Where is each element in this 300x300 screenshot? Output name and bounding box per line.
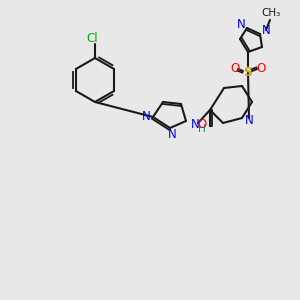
Text: N: N bbox=[237, 17, 245, 31]
Text: H: H bbox=[198, 124, 206, 134]
Text: S: S bbox=[244, 65, 253, 79]
Text: O: O bbox=[256, 62, 266, 76]
Text: N: N bbox=[262, 23, 270, 37]
Text: O: O bbox=[197, 118, 207, 131]
Text: N: N bbox=[168, 128, 176, 140]
Text: N: N bbox=[142, 110, 150, 124]
Text: N: N bbox=[190, 118, 200, 131]
Text: Cl: Cl bbox=[86, 32, 98, 44]
Text: CH₃: CH₃ bbox=[261, 8, 280, 18]
Text: O: O bbox=[230, 62, 240, 76]
Text: N: N bbox=[244, 115, 253, 128]
